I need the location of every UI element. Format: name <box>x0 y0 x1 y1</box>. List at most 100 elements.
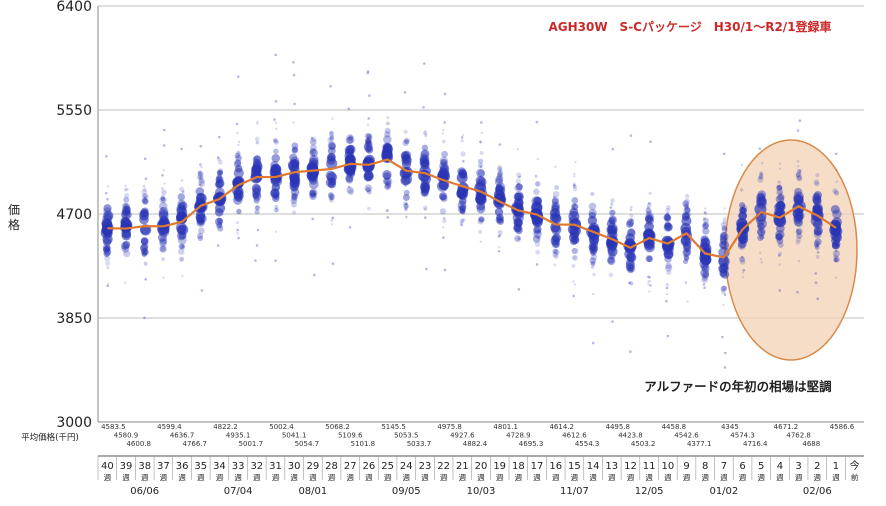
avg-value-label: 5053.5 <box>394 432 419 440</box>
data-point <box>814 245 820 251</box>
data-point <box>459 205 467 212</box>
data-point <box>700 235 709 244</box>
data-point <box>217 170 224 177</box>
data-point <box>291 142 299 150</box>
data-point <box>572 182 576 186</box>
data-point <box>423 207 427 211</box>
week-unit: 週 <box>664 473 672 482</box>
data-point <box>535 249 541 255</box>
data-point <box>441 128 445 132</box>
data-point <box>760 162 764 165</box>
data-point <box>234 164 243 173</box>
data-point <box>704 212 708 216</box>
data-point <box>384 131 391 138</box>
data-point <box>345 174 354 183</box>
avg-value-label: 4574.3 <box>730 432 755 440</box>
data-point <box>252 189 261 199</box>
data-point <box>684 254 687 257</box>
week-unit: 週 <box>589 473 597 482</box>
data-point <box>403 203 409 209</box>
data-point <box>217 170 223 176</box>
avg-value-label: 5001.7 <box>239 440 264 448</box>
ylabel-group: 価格 <box>8 203 20 232</box>
data-point <box>366 189 372 195</box>
week-number: 28 <box>325 461 338 472</box>
data-point <box>456 188 467 200</box>
week-unit: 週 <box>477 473 485 482</box>
avg-value-label: 4599.4 <box>157 423 182 431</box>
data-point <box>494 185 504 195</box>
week-unit: 週 <box>160 473 168 482</box>
data-point <box>758 173 764 178</box>
data-point <box>535 120 539 124</box>
data-point <box>161 197 167 203</box>
data-point <box>291 193 298 199</box>
data-point <box>686 250 689 254</box>
data-point <box>740 163 743 167</box>
week-number: 34 <box>213 461 226 472</box>
data-point <box>441 132 444 135</box>
data-point <box>141 247 148 255</box>
data-point <box>778 167 782 170</box>
data-point <box>106 266 110 270</box>
data-point <box>535 181 541 187</box>
week-unit: 週 <box>814 473 822 482</box>
data-point <box>181 207 185 210</box>
data-point <box>178 243 185 250</box>
data-point <box>552 190 560 198</box>
data-point <box>816 251 820 254</box>
week-unit: 週 <box>683 473 691 482</box>
data-point <box>160 194 166 199</box>
data-point <box>629 213 634 218</box>
data-point <box>628 217 635 223</box>
data-point <box>291 146 299 153</box>
data-point <box>255 205 260 210</box>
data-point <box>309 148 317 155</box>
data-point <box>403 201 408 206</box>
avg-value-label: 5002.4 <box>269 423 294 431</box>
data-point <box>666 334 670 338</box>
data-point <box>327 146 336 155</box>
data-point <box>161 189 167 195</box>
week-number: 27 <box>344 461 357 472</box>
week-number: 14 <box>587 461 600 472</box>
data-point <box>477 216 485 223</box>
data-point <box>348 134 354 141</box>
data-point <box>662 243 674 255</box>
data-point <box>123 219 126 223</box>
data-point <box>200 165 203 169</box>
data-point <box>663 213 671 222</box>
data-point <box>236 131 239 135</box>
avg-value-label: 4636.7 <box>170 432 195 440</box>
data-point <box>385 209 389 213</box>
data-point <box>290 187 300 197</box>
data-point <box>254 209 260 215</box>
data-point <box>291 195 298 202</box>
data-point <box>649 284 652 287</box>
week-number: 37 <box>157 461 170 472</box>
data-point <box>476 168 485 178</box>
data-point <box>217 225 224 232</box>
data-point <box>535 263 539 266</box>
data-point <box>327 136 334 144</box>
data-point <box>494 207 504 217</box>
data-point <box>387 150 390 153</box>
data-point <box>648 290 651 293</box>
data-point <box>647 280 650 283</box>
data-point <box>703 223 706 227</box>
data-point <box>588 208 597 218</box>
data-point <box>626 252 635 262</box>
data-point <box>159 196 166 204</box>
data-point <box>779 186 783 190</box>
data-point <box>215 221 223 229</box>
data-point <box>554 213 558 217</box>
data-point <box>368 94 371 97</box>
data-point <box>254 136 260 142</box>
data-point <box>140 248 149 256</box>
week-unit: 週 <box>384 473 392 482</box>
data-point <box>308 175 318 185</box>
data-point <box>234 152 241 159</box>
data-point <box>516 172 522 178</box>
data-point <box>217 167 224 174</box>
data-point <box>739 256 745 263</box>
